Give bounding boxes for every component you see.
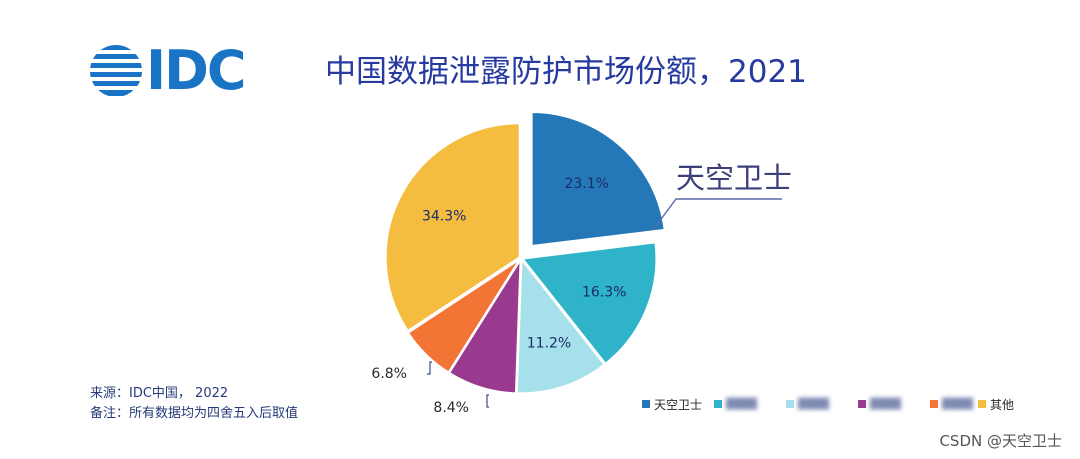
legend-swatch: [978, 400, 986, 408]
legend-label: ████: [726, 398, 757, 410]
pie-slice: [520, 241, 658, 366]
slice-label: 8.4%: [433, 400, 469, 416]
leader-line: [486, 394, 489, 408]
idc-logo: [90, 45, 142, 96]
legend-swatch: [786, 400, 794, 408]
logo-text: IDC: [146, 39, 247, 102]
legend-swatch: [858, 400, 866, 408]
slice-label: 34.3%: [422, 209, 466, 225]
legend-item: ████: [930, 395, 973, 413]
legend-item: 其他: [978, 395, 1014, 413]
watermark: CSDN @天空卫士: [939, 432, 1062, 450]
slice-label: 16.3%: [582, 284, 626, 300]
legend-swatch: [642, 400, 650, 408]
legend-label: ████: [798, 398, 829, 410]
chart-title: 中国数据泄露防护市场份额，2021: [325, 54, 807, 90]
legend-swatch: [930, 400, 938, 408]
pie-slice: [515, 256, 606, 395]
legend-label: ████: [942, 398, 973, 410]
legend-item: ████: [786, 395, 829, 413]
legend-swatch: [714, 400, 722, 408]
legend-label: ████: [870, 398, 901, 410]
source-text: 来源：IDC中国， 2022: [90, 386, 229, 401]
legend-item: 天空卫士: [642, 395, 702, 413]
leader-line: [427, 361, 432, 375]
slice-label: 6.8%: [371, 366, 407, 382]
legend-item: ████: [714, 395, 757, 413]
slice-label: 11.2%: [527, 336, 571, 352]
slice-label: 23.1%: [564, 176, 608, 192]
note-text: 备注：所有数据均为四舍五入后取值: [90, 406, 299, 421]
pie-slice: [384, 122, 521, 333]
legend-item: ████: [858, 395, 901, 413]
callout-leader-line: [652, 198, 782, 231]
globe-icon: [90, 45, 142, 96]
footnote: 来源：IDC中国， 2022 备注：所有数据均为四舍五入后取值: [90, 384, 298, 424]
callout-label: 天空卫士: [676, 161, 793, 195]
legend-label: 天空卫士: [654, 397, 703, 412]
legend-label: 其他: [990, 397, 1015, 412]
pie-slice: [530, 111, 666, 248]
pie-slice: [406, 258, 521, 374]
